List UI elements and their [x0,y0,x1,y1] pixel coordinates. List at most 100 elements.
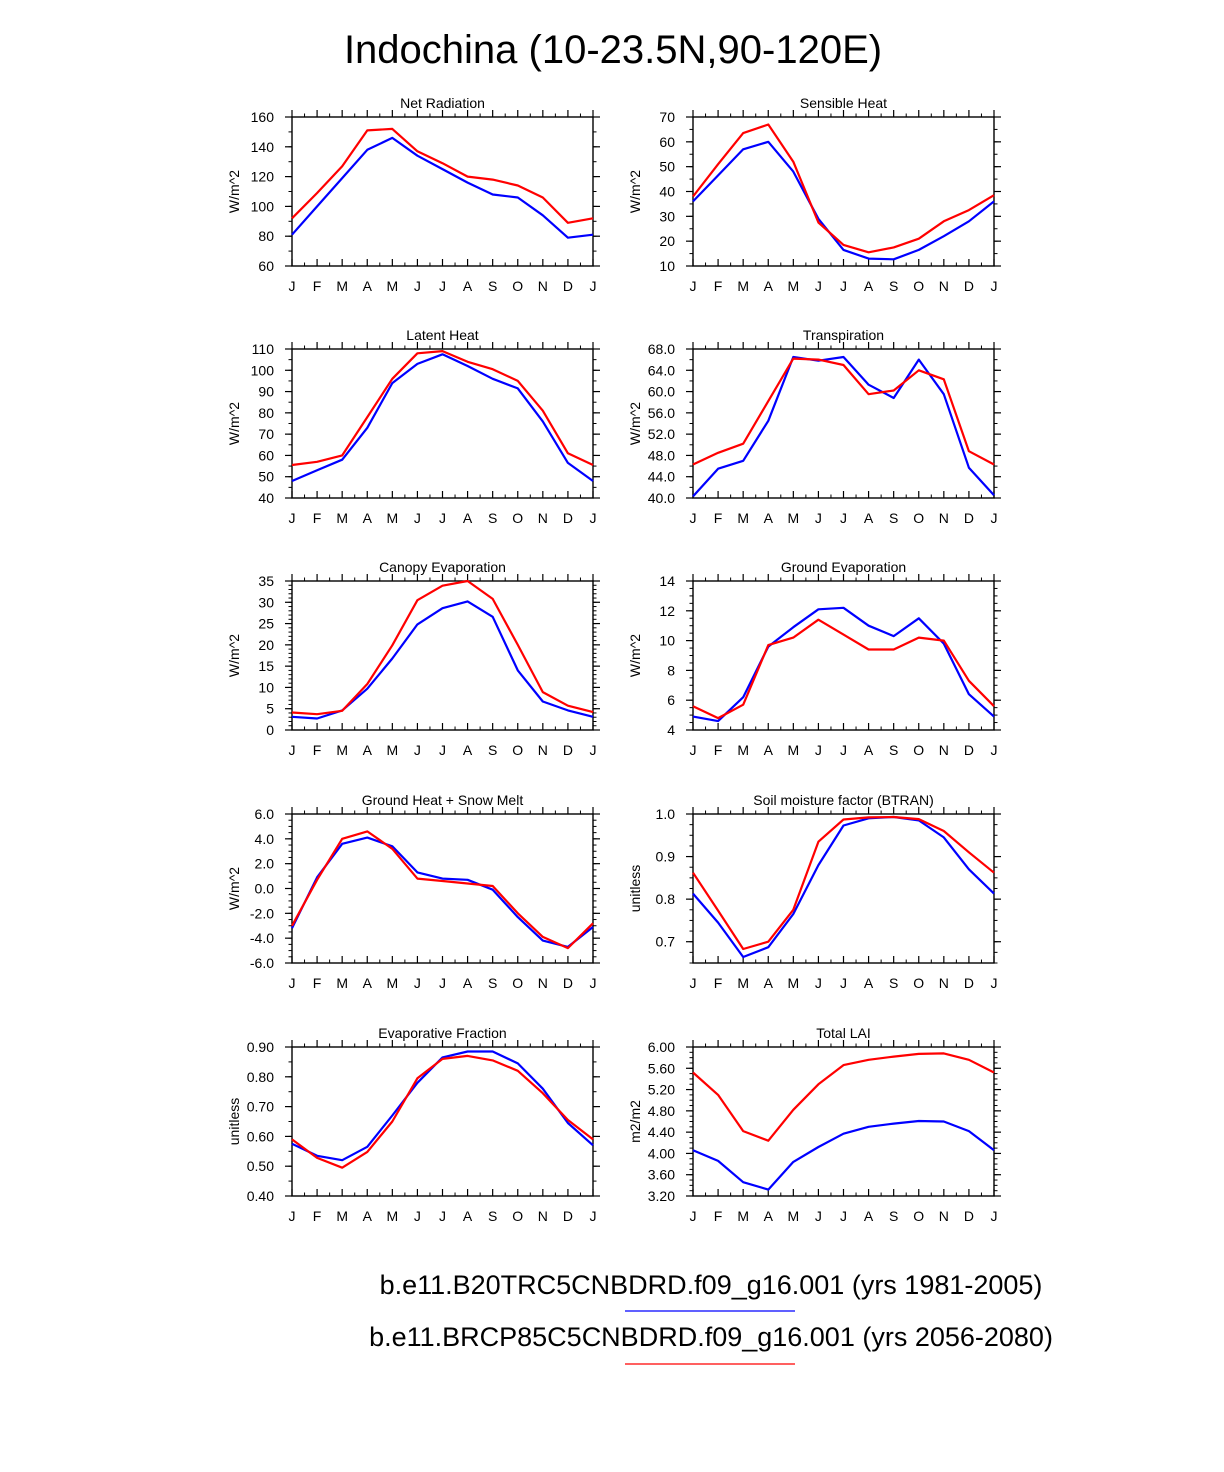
y-tick-label: 20 [659,233,675,249]
x-tick-label: D [563,278,573,294]
y-axis-label: m2/m2 [627,1100,643,1143]
x-tick-label: M [386,975,398,991]
x-tick-label: A [363,278,373,294]
y-tick-label: 4.40 [648,1124,675,1140]
x-tick-label: J [690,1208,697,1224]
plot-frame [291,813,594,964]
y-tick-label: 40 [258,490,274,506]
x-tick-label: A [363,975,373,991]
x-tick-label: A [463,975,473,991]
y-axis-label: W/m^2 [627,402,643,445]
x-tick-label: M [737,742,749,758]
x-tick-label: A [864,278,874,294]
y-tick-label: 0.70 [247,1099,274,1115]
y-tick-label: 120 [251,169,275,185]
x-tick-label: A [463,278,473,294]
series-line-1 [291,600,594,720]
y-tick-label: 30 [659,208,675,224]
x-tick-label: A [363,1208,373,1224]
y-tick-label: 64.0 [648,362,675,378]
x-tick-label: J [439,975,446,991]
x-tick-label: S [488,510,497,526]
chart-title: Sensible Heat [800,95,887,111]
x-tick-label: M [737,278,749,294]
y-tick-label: 10 [659,258,675,274]
x-tick-label: M [787,510,799,526]
series-line-2 [291,350,594,467]
x-tick-label: J [840,1208,847,1224]
x-tick-label: A [864,975,874,991]
x-tick-label: N [939,975,949,991]
y-tick-label: 100 [251,362,275,378]
x-tick-label: A [463,1208,473,1224]
y-tick-label: 80 [258,405,274,421]
x-tick-label: J [840,278,847,294]
y-tick-label: 6 [667,692,675,708]
x-tick-label: M [737,510,749,526]
x-tick-label: M [336,510,348,526]
series-line-1 [692,355,995,498]
x-tick-label: J [289,1208,296,1224]
y-axis-label: W/m^2 [627,634,643,677]
y-tick-label: 3.60 [648,1167,675,1183]
x-tick-label: S [488,278,497,294]
x-tick-label: N [538,1208,548,1224]
chart-title: Ground Evaporation [781,559,906,575]
series-line-2 [291,1054,594,1169]
x-tick-label: O [913,742,924,758]
x-tick-label: A [864,742,874,758]
x-tick-label: S [488,742,497,758]
y-axis-label: unitless [226,1098,242,1145]
y-tick-label: 10 [659,633,675,649]
x-tick-label: N [939,510,949,526]
x-tick-label: O [512,1208,523,1224]
chart-title: Total LAI [816,1025,870,1041]
x-tick-label: N [939,742,949,758]
x-tick-label: O [913,510,924,526]
y-tick-label: 0.80 [247,1069,274,1085]
x-tick-label: N [538,278,548,294]
y-tick-label: 4.0 [255,831,275,847]
y-tick-label: 0.60 [247,1128,274,1144]
x-tick-label: J [815,975,822,991]
x-tick-label: F [714,278,723,294]
legend: b.e11.B20TRC5CNBDRD.f09_g16.001 (yrs 198… [369,1270,1053,1365]
y-tick-label: 60 [659,134,675,150]
x-tick-label: J [289,278,296,294]
x-tick-label: J [590,742,597,758]
y-tick-label: 80 [258,228,274,244]
series-line-2 [291,127,594,224]
y-tick-label: 5.20 [648,1082,675,1098]
y-tick-label: 6.00 [648,1039,675,1055]
y-tick-label: 4.00 [648,1145,675,1161]
x-tick-label: S [889,742,898,758]
x-tick-label: D [964,742,974,758]
series-line-1 [291,1050,594,1162]
x-tick-label: F [714,975,723,991]
y-tick-label: 44.0 [648,469,675,485]
x-tick-label: N [538,975,548,991]
plot-frame [692,348,995,499]
y-tick-label: -6.0 [250,955,274,971]
x-tick-label: A [363,510,373,526]
y-axis-label: unitless [627,865,643,912]
y-tick-label: 40 [659,184,675,200]
x-tick-label: J [414,742,421,758]
y-tick-label: 40.0 [648,490,675,506]
x-tick-label: N [538,742,548,758]
x-tick-label: J [414,278,421,294]
x-tick-label: J [991,278,998,294]
plot-frame [291,348,594,499]
x-tick-label: J [289,742,296,758]
y-tick-label: 4 [667,722,675,738]
x-tick-label: F [714,742,723,758]
x-tick-label: J [815,278,822,294]
y-axis-label: W/m^2 [226,634,242,677]
x-tick-label: A [764,278,774,294]
x-tick-label: F [313,975,322,991]
